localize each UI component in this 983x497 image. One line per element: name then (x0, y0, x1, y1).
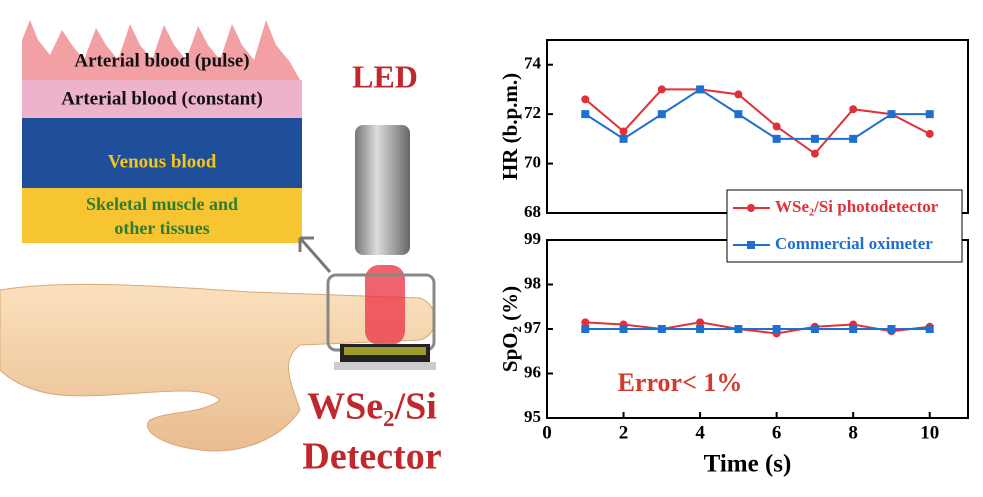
legend-box (726, 189, 963, 263)
x-tick-label: 0 (542, 422, 552, 443)
layer-label: other tissues (114, 218, 209, 238)
annotation: Error< 1% (618, 368, 743, 397)
series-line (584, 88, 931, 156)
y-tick-label: 96 (524, 362, 541, 381)
marker (734, 110, 743, 119)
zoom-arrow (298, 236, 332, 273)
legend-marker (747, 241, 755, 249)
x-tick-label: 10 (920, 422, 939, 443)
layer-label: Venous blood (108, 151, 217, 172)
marker (810, 134, 819, 143)
detector-layer (344, 347, 426, 355)
marker (581, 318, 590, 327)
marker (696, 318, 705, 327)
marker (887, 110, 896, 119)
y-tick-label: 68 (524, 202, 541, 221)
y-tick-label: 99 (524, 229, 541, 248)
marker (734, 325, 743, 333)
light-beam (365, 265, 405, 345)
marker (925, 110, 934, 119)
constant-layer (22, 80, 302, 118)
detector-label: Detector (302, 436, 441, 478)
x-tick-label: 2 (619, 422, 629, 443)
x-tick-label: 4 (695, 422, 705, 443)
legend-label: WSe₂/Si photodetector (775, 197, 939, 216)
marker (849, 105, 858, 114)
marker (696, 85, 705, 94)
x-axis-label: Time (s) (704, 451, 792, 478)
marker (772, 134, 781, 143)
led-label: LED (352, 58, 418, 94)
marker (619, 134, 628, 143)
y-tick-label: 95 (524, 407, 541, 426)
y-axis-label: HR (b.p.m.) (498, 73, 522, 180)
y-tick-label: 70 (524, 152, 541, 171)
finger (0, 283, 436, 452)
y-tick-label: 97 (524, 318, 542, 337)
layer-label: Arterial blood (constant) (61, 88, 263, 109)
y-tick-label: 98 (524, 273, 541, 292)
y-tick-label: 72 (524, 103, 541, 122)
marker (581, 110, 590, 119)
marker (696, 325, 705, 333)
marker (849, 134, 858, 143)
marker (810, 325, 819, 333)
tissue-layer (22, 188, 302, 243)
x-tick-label: 8 (848, 422, 858, 443)
layer-label: Skeletal muscle and (86, 194, 238, 214)
legend-label: Commercial oximeter (775, 234, 933, 253)
marker (810, 149, 819, 158)
detector-label: WSe₂/Si (307, 386, 437, 428)
marker (581, 325, 590, 333)
marker (925, 325, 934, 333)
layer-label: Arterial blood (pulse) (74, 50, 249, 71)
x-tick-label: 6 (772, 422, 782, 443)
pulse-layer (22, 20, 300, 80)
marker (772, 122, 781, 131)
led-device (355, 125, 410, 255)
marker (887, 325, 896, 333)
detector-base (334, 362, 436, 370)
series-line (585, 321, 930, 335)
marker (849, 325, 858, 333)
marker (734, 90, 743, 99)
marker (619, 127, 628, 136)
marker (581, 95, 590, 104)
marker (619, 325, 628, 333)
marker (657, 110, 666, 119)
marker (772, 325, 781, 333)
marker (657, 325, 666, 333)
venous-layer (22, 118, 302, 188)
y-tick-label: 74 (524, 54, 542, 73)
y-axis-label: SpO₂ (%) (498, 286, 522, 372)
marker (657, 85, 666, 94)
marker (925, 129, 934, 138)
series-line (584, 88, 930, 141)
legend-marker (747, 204, 755, 212)
